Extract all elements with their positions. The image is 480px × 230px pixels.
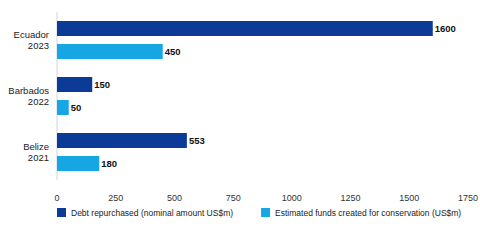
category-label-line: 2021 [28,152,49,163]
data-label: 450 [165,46,181,57]
legend-swatch [57,208,66,217]
bar [57,77,92,92]
data-label: 180 [101,158,117,169]
data-label: 150 [94,79,110,90]
legend-label: Estimated funds created for conservation… [275,208,461,218]
x-tick-label: 1750 [458,193,478,203]
category-label: Ecuador2023 [14,29,49,51]
data-label: 50 [71,102,82,113]
category-label-line: Barbados [8,85,49,96]
x-tick-label: 1000 [282,193,302,203]
data-label: 1600 [435,23,456,34]
category-label-line: Ecuador [14,29,49,40]
data-labels: 1600 450 150 50 553 180 [71,23,456,169]
x-tick-label: 0 [54,193,59,203]
category-label-line: 2023 [28,40,49,51]
x-tick-label: 1500 [399,193,419,203]
bar [57,156,99,171]
category-label: Belize2021 [23,141,49,163]
category-label-line: 2022 [28,96,49,107]
legend-label: Debt repurchased (nominal amount US$m) [71,208,233,218]
x-tick-label: 500 [167,193,182,203]
category-label: Barbados2022 [8,85,49,107]
data-label: 553 [189,135,205,146]
chart-container: 0 250 500 750 1000 1250 1500 1750 1600 450 150 50 55… [0,0,480,230]
bar [57,21,433,36]
legend-swatch [261,208,270,217]
category-label-line: Belize [23,141,49,152]
x-tick-label: 750 [226,193,241,203]
y-axis-line [57,12,58,180]
bars [57,21,433,171]
bar [57,100,69,115]
bar [57,44,163,59]
x-tick-label: 1250 [341,193,361,203]
x-tick-label: 250 [108,193,123,203]
bar [57,133,187,148]
chart-svg: 0 250 500 750 1000 1250 1500 1750 1600 450 150 50 55… [0,0,480,230]
